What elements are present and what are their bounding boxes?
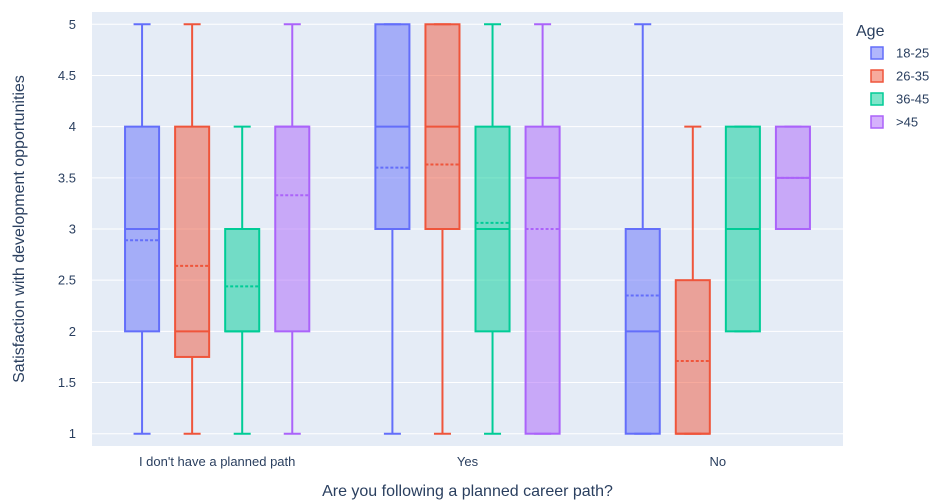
box-36-45-0[interactable]: [224, 125, 261, 435]
legend-label: 18-25: [896, 46, 929, 61]
box-iqr: [674, 279, 711, 435]
y-tick-label: 4: [69, 119, 76, 134]
box-26-35-0[interactable]: [174, 23, 211, 435]
box-iqr: [174, 125, 211, 358]
box-iqr: [274, 125, 311, 333]
boxes-layer: [124, 23, 811, 435]
grid-lines: [92, 23, 843, 435]
legend-item[interactable]: 26-35: [870, 69, 929, 84]
y-tick-label: 1.5: [58, 375, 76, 390]
legend-label: 36-45: [896, 92, 929, 107]
y-tick-label: 4.5: [58, 68, 76, 83]
box->45-2[interactable]: [774, 125, 811, 230]
legend-swatch: [870, 46, 884, 60]
legend-item[interactable]: 36-45: [870, 92, 929, 107]
legend-item[interactable]: >45: [870, 115, 918, 130]
y-tick-label: 5: [69, 17, 76, 32]
box-26-35-2[interactable]: [674, 125, 711, 435]
box->45-0[interactable]: [274, 23, 311, 435]
box-36-45-2[interactable]: [724, 125, 761, 333]
x-tick-label: I don't have a planned path: [139, 454, 295, 469]
box-36-45-1[interactable]: [474, 23, 511, 435]
legend-item[interactable]: 18-25: [870, 46, 929, 61]
box-18-25-2[interactable]: [624, 23, 661, 435]
legend-label: >45: [896, 115, 918, 130]
y-tick-label: 2.5: [58, 273, 76, 288]
y-tick-label: 3.5: [58, 170, 76, 185]
legend[interactable]: Age 18-25 26-35 36-45 >45: [856, 23, 929, 130]
y-tick-label: 2: [69, 324, 76, 339]
y-tick-label: 3: [69, 222, 76, 237]
x-axis-title: Are you following a planned career path?: [322, 483, 613, 500]
box->45-1[interactable]: [524, 23, 561, 435]
legend-label: 26-35: [896, 69, 929, 84]
legend-swatch: [870, 69, 884, 83]
y-tick-label: 1: [69, 426, 76, 441]
y-tick-labels: 1 1.5 2 2.5 3 3.5 4 4.5 5: [58, 17, 76, 441]
box-iqr: [524, 125, 561, 435]
y-axis-title: Satisfaction with development opportunit…: [11, 75, 28, 383]
x-tick-labels: I don't have a planned path Yes No: [139, 454, 726, 469]
x-tick-label: No: [710, 454, 727, 469]
legend-swatch: [870, 92, 884, 106]
box-iqr: [224, 228, 261, 333]
x-tick-label: Yes: [457, 454, 479, 469]
legend-title: Age: [856, 23, 885, 40]
box-18-25-0[interactable]: [124, 23, 161, 435]
box-26-35-1[interactable]: [424, 23, 461, 435]
legend-swatch: [870, 115, 884, 129]
box-18-25-1[interactable]: [374, 23, 411, 435]
